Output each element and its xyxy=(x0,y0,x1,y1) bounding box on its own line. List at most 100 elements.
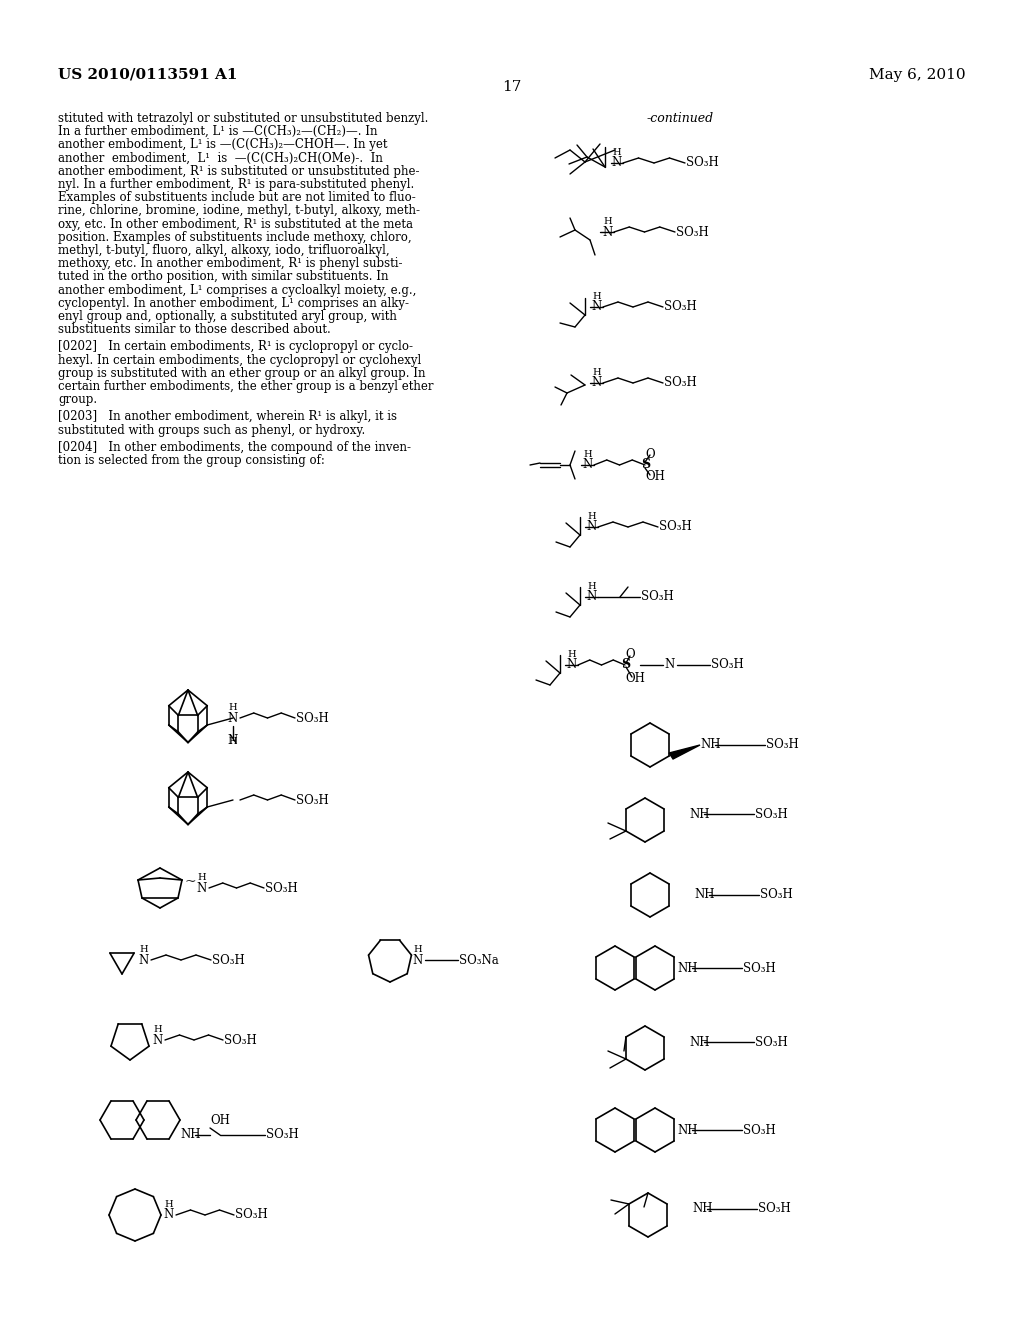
Text: H: H xyxy=(414,945,422,954)
Text: H: H xyxy=(198,873,206,882)
Text: US 2010/0113591 A1: US 2010/0113591 A1 xyxy=(58,69,238,82)
Text: SO₃H: SO₃H xyxy=(766,738,799,751)
Text: H: H xyxy=(612,148,622,157)
Text: SO₃H: SO₃H xyxy=(265,882,298,895)
Text: N: N xyxy=(197,882,207,895)
Text: In a further embodiment, L¹ is —C(CH₃)₂—(CH₂)—. In: In a further embodiment, L¹ is —C(CH₃)₂—… xyxy=(58,125,378,139)
Text: O: O xyxy=(645,449,654,462)
Text: SO₃H: SO₃H xyxy=(664,301,696,314)
Text: N: N xyxy=(612,157,623,169)
Text: H: H xyxy=(584,450,592,459)
Text: rine, chlorine, bromine, iodine, methyl, t-butyl, alkoxy, meth-: rine, chlorine, bromine, iodine, methyl,… xyxy=(58,205,420,218)
Text: enyl group and, optionally, a substituted aryl group, with: enyl group and, optionally, a substitute… xyxy=(58,310,397,323)
Text: N: N xyxy=(583,458,593,471)
Text: S: S xyxy=(641,458,650,471)
Text: SO₃H: SO₃H xyxy=(641,590,674,603)
Text: SO₃H: SO₃H xyxy=(676,226,709,239)
Text: group is substituted with an ether group or an alkyl group. In: group is substituted with an ether group… xyxy=(58,367,426,380)
Text: oxy, etc. In other embodiment, R¹ is substituted at the meta: oxy, etc. In other embodiment, R¹ is sub… xyxy=(58,218,413,231)
Text: SO₃H: SO₃H xyxy=(711,659,743,672)
Text: SO₃H: SO₃H xyxy=(212,953,245,966)
Text: N: N xyxy=(592,376,602,389)
Text: May 6, 2010: May 6, 2010 xyxy=(869,69,966,82)
Text: hexyl. In certain embodiments, the cyclopropyl or cyclohexyl: hexyl. In certain embodiments, the cyclo… xyxy=(58,354,421,367)
Text: S: S xyxy=(621,659,630,672)
Text: H: H xyxy=(139,945,148,954)
Text: N: N xyxy=(587,590,597,603)
Text: H: H xyxy=(165,1200,173,1209)
Text: SO₃H: SO₃H xyxy=(743,961,776,974)
Text: N: N xyxy=(665,659,675,672)
Polygon shape xyxy=(669,744,700,759)
Text: SO₃H: SO₃H xyxy=(266,1129,299,1142)
Text: 17: 17 xyxy=(503,81,521,94)
Text: N: N xyxy=(228,711,239,725)
Text: SO₃H: SO₃H xyxy=(296,793,329,807)
Text: group.: group. xyxy=(58,393,97,407)
Text: O: O xyxy=(625,648,635,661)
Text: position. Examples of substituents include methoxy, chloro,: position. Examples of substituents inclu… xyxy=(58,231,412,244)
Text: stituted with tetrazolyl or substituted or unsubstituted benzyl.: stituted with tetrazolyl or substituted … xyxy=(58,112,428,125)
Text: NH: NH xyxy=(180,1129,201,1142)
Text: N: N xyxy=(139,953,150,966)
Text: OH: OH xyxy=(625,672,645,685)
Text: [0202]   In certain embodiments, R¹ is cyclopropyl or cyclo-: [0202] In certain embodiments, R¹ is cyc… xyxy=(58,341,413,354)
Text: N: N xyxy=(592,301,602,314)
Text: certain further embodiments, the ether group is a benzyl ether: certain further embodiments, the ether g… xyxy=(58,380,433,393)
Text: NH: NH xyxy=(677,961,697,974)
Text: SO₃H: SO₃H xyxy=(755,808,787,821)
Text: substituted with groups such as phenyl, or hydroxy.: substituted with groups such as phenyl, … xyxy=(58,424,366,437)
Text: SO₃H: SO₃H xyxy=(743,1123,776,1137)
Text: another  embodiment,  L¹  is  —(C(CH₃)₂CH(OMe)-.  In: another embodiment, L¹ is —(C(CH₃)₂CH(OM… xyxy=(58,152,383,165)
Text: OH: OH xyxy=(645,470,665,483)
Text: N: N xyxy=(587,520,597,533)
Text: H: H xyxy=(228,704,238,711)
Text: N: N xyxy=(228,734,239,747)
Text: H: H xyxy=(593,292,601,301)
Text: H: H xyxy=(567,649,577,659)
Text: [0204]   In other embodiments, the compound of the inven-: [0204] In other embodiments, the compoun… xyxy=(58,441,411,454)
Text: SO₃Na: SO₃Na xyxy=(459,953,499,966)
Text: H: H xyxy=(588,582,596,591)
Text: NH: NH xyxy=(694,888,715,902)
Text: nyl. In a further embodiment, R¹ is para-substituted phenyl.: nyl. In a further embodiment, R¹ is para… xyxy=(58,178,415,191)
Text: SO₃H: SO₃H xyxy=(686,157,719,169)
Text: H: H xyxy=(154,1026,163,1034)
Text: another embodiment, L¹ is —(C(CH₃)₂—CHOH—. In yet: another embodiment, L¹ is —(C(CH₃)₂—CHOH… xyxy=(58,139,387,152)
Text: H: H xyxy=(593,368,601,378)
Text: methoxy, etc. In another embodiment, R¹ is phenyl substi-: methoxy, etc. In another embodiment, R¹ … xyxy=(58,257,402,271)
Text: N: N xyxy=(153,1034,163,1047)
Text: OH: OH xyxy=(210,1114,229,1126)
Text: H: H xyxy=(604,216,612,226)
Text: N: N xyxy=(164,1209,174,1221)
Text: SO₃H: SO₃H xyxy=(664,376,696,389)
Text: SO₃H: SO₃H xyxy=(296,711,329,725)
Text: NH: NH xyxy=(692,1203,713,1216)
Text: ~: ~ xyxy=(184,875,196,888)
Text: tion is selected from the group consisting of:: tion is selected from the group consisti… xyxy=(58,454,325,467)
Text: another embodiment, R¹ is substituted or unsubstituted phe-: another embodiment, R¹ is substituted or… xyxy=(58,165,420,178)
Text: SO₃H: SO₃H xyxy=(224,1034,257,1047)
Text: tuted in the ortho position, with similar substituents. In: tuted in the ortho position, with simila… xyxy=(58,271,388,284)
Text: [0203]   In another embodiment, wherein R¹ is alkyl, it is: [0203] In another embodiment, wherein R¹… xyxy=(58,411,397,424)
Text: substituents similar to those described about.: substituents similar to those described … xyxy=(58,323,331,337)
Text: cyclopentyl. In another embodiment, L¹ comprises an alky-: cyclopentyl. In another embodiment, L¹ c… xyxy=(58,297,409,310)
Text: SO₃H: SO₃H xyxy=(234,1209,267,1221)
Text: SO₃H: SO₃H xyxy=(659,520,692,533)
Text: N: N xyxy=(567,659,578,672)
Text: methyl, t-butyl, fluoro, alkyl, alkoxy, iodo, trifluoroalkyl,: methyl, t-butyl, fluoro, alkyl, alkoxy, … xyxy=(58,244,389,257)
Text: SO₃H: SO₃H xyxy=(758,1203,791,1216)
Text: H: H xyxy=(228,737,238,746)
Text: N: N xyxy=(603,226,613,239)
Text: SO₃H: SO₃H xyxy=(755,1035,787,1048)
Text: NH: NH xyxy=(700,738,721,751)
Text: N: N xyxy=(413,953,423,966)
Text: SO₃H: SO₃H xyxy=(760,888,793,902)
Text: another embodiment, L¹ comprises a cycloalkyl moiety, e.g.,: another embodiment, L¹ comprises a cyclo… xyxy=(58,284,417,297)
Text: Examples of substituents include but are not limited to fluo-: Examples of substituents include but are… xyxy=(58,191,416,205)
Text: H: H xyxy=(588,512,596,521)
Text: NH: NH xyxy=(689,1035,710,1048)
Text: NH: NH xyxy=(677,1123,697,1137)
Text: NH: NH xyxy=(689,808,710,821)
Text: -continued: -continued xyxy=(646,112,714,125)
